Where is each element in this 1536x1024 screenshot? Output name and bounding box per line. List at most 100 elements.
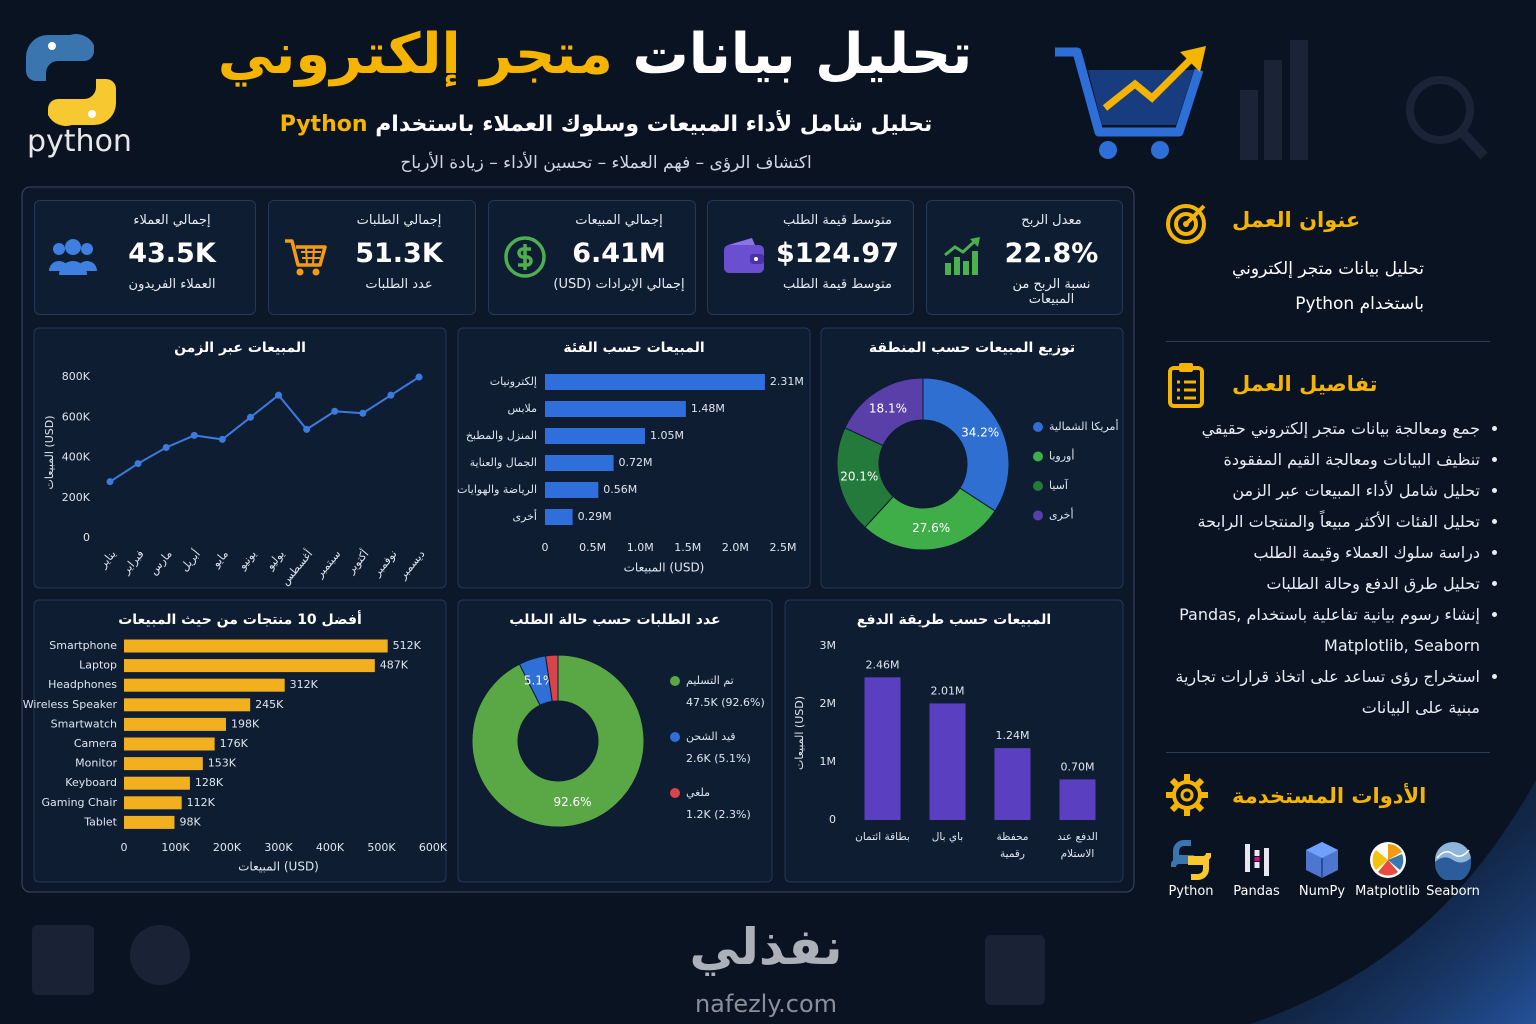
cart-icon — [1055, 46, 1206, 159]
point — [218, 435, 226, 443]
subtitle: تحليل شامل لأداء المبيعات وسلوك العملاء … — [206, 112, 1006, 137]
point — [331, 407, 339, 415]
label-line: رقمية — [1000, 848, 1025, 860]
slice — [844, 377, 924, 447]
kpi-label: إجمالي الطلبات — [356, 213, 442, 228]
x-tick-label: 0 — [121, 841, 128, 854]
tagline: اكتشاف الرؤى – فهم العملاء – تحسين الأدا… — [400, 153, 812, 173]
kpi-value: 43.5K — [128, 238, 216, 269]
bar — [545, 374, 765, 390]
icon — [49, 239, 97, 275]
bar — [124, 698, 251, 712]
value-label: 512K — [393, 639, 422, 652]
value-label: 176K — [220, 737, 249, 750]
category-label: الجمال والعناية — [470, 456, 537, 469]
kpi-caption: نسبة الربح من المبيعات — [1012, 277, 1091, 307]
y-tick-label: 600K — [62, 410, 91, 423]
x-tick-label: 100K — [161, 841, 190, 854]
bar — [545, 455, 614, 471]
chart-title: أفضل 10 منتجات من حيث المبيعات — [118, 610, 362, 628]
slice-label: 5.1% — [524, 673, 555, 687]
details-list: جمع ومعالجة بيانات متجر إلكتروني حقيقيتن… — [1150, 413, 1500, 723]
detail-item: تحليل الفئات الأكثر مبيعاً والمنتجات الر… — [1150, 506, 1480, 537]
kpi-value: 22.8% — [1004, 238, 1099, 269]
tool-icon — [1224, 840, 1290, 884]
y-tick-label: 0 — [829, 813, 836, 826]
icon — [944, 237, 980, 275]
detail-item: دراسة سلوك العملاء وقيمة الطلب — [1150, 537, 1480, 568]
tool-label: Pandas — [1233, 884, 1280, 899]
y-tick-label: 800K — [62, 370, 91, 383]
category-label: أخرى — [512, 509, 537, 523]
bar — [545, 482, 599, 498]
x-tick-label: 1.5M — [674, 541, 701, 554]
value-label: 1.48M — [691, 402, 725, 415]
x-tick-label: 0 — [542, 541, 549, 554]
value-label: 0.72M — [619, 456, 653, 469]
bar — [929, 703, 966, 820]
point — [134, 460, 142, 468]
bar — [864, 677, 901, 820]
section-heading: تفاصيل العمل — [1232, 372, 1378, 396]
category-label: Smartphone — [49, 639, 117, 652]
slice — [545, 654, 559, 702]
point — [387, 391, 395, 399]
kpi-card: متوسط قيمة الطلب $124.97 متوسط قيمة الطلب — [707, 200, 914, 315]
x-tick-label: الدفع عند الاستلام — [1057, 831, 1098, 860]
point — [190, 431, 198, 439]
tool-icon — [1158, 840, 1224, 884]
title-white: تحليل بيانات — [632, 22, 973, 87]
legend-label: قيد الشحن — [686, 730, 736, 743]
category-label: Smartwatch — [51, 717, 117, 730]
kpi-caption: متوسط قيمة الطلب — [782, 277, 893, 292]
logo-text: python — [27, 124, 132, 159]
bar — [124, 815, 175, 829]
x-tick-label: 300K — [264, 841, 293, 854]
kpi-caption: العملاء الفريدون — [128, 277, 216, 292]
legend-label: أوروبا — [1049, 449, 1074, 463]
kpi-icon — [283, 235, 327, 283]
kpi-card: إجمالي العملاء 43.5K العملاء الفريدون — [34, 200, 256, 315]
bar — [124, 639, 388, 653]
kpi-icon — [722, 235, 766, 283]
legend-label: ملغي — [686, 786, 710, 799]
x-tick-label: بطاقة ائتمان — [855, 831, 910, 843]
bar — [124, 776, 190, 790]
slice — [864, 487, 996, 551]
bar — [545, 428, 645, 444]
line — [109, 376, 420, 483]
legend-swatch — [1033, 481, 1043, 491]
value-label: 112K — [187, 796, 216, 809]
python-logo — [26, 34, 116, 126]
category-label: المنزل والمطبخ — [466, 429, 537, 442]
label-line: محفظة — [997, 831, 1029, 843]
tool: Seaborn — [1420, 840, 1486, 899]
value-label: 2.01M — [931, 684, 965, 697]
chart-title: المبيعات حسب طريقة الدفع — [857, 612, 1051, 628]
x-axis-label: المبيعات (USD) — [624, 561, 705, 575]
legend-label: تم التسليم — [686, 674, 734, 687]
kpi-value: 6.41M — [572, 238, 666, 269]
icon — [724, 238, 764, 273]
clipboard-icon — [1168, 363, 1204, 408]
tool-icon — [1355, 840, 1421, 884]
tool: Pandas — [1224, 840, 1290, 899]
icon — [285, 239, 327, 276]
section-heading: عنوان العمل — [1232, 208, 1361, 232]
legend-detail: 47.5K (92.6%) — [686, 696, 765, 709]
kpi-text: إجمالي الطلبات 51.3K عدد الطلبات — [331, 213, 467, 292]
category-label: إلكترونيات — [490, 375, 537, 388]
legend-swatch — [670, 788, 680, 798]
x-tick-label: 200K — [213, 841, 242, 854]
detail-item: إنشاء رسوم بيانية تفاعلية باستخدام Panda… — [1150, 599, 1480, 661]
legend-swatch — [1033, 451, 1043, 462]
value-label: 1.24M — [996, 729, 1030, 742]
value-label: 98K — [179, 815, 201, 828]
kpi-label: متوسط قيمة الطلب — [782, 213, 893, 228]
icon — [1170, 840, 1212, 880]
bar — [545, 509, 573, 525]
kpi-text: متوسط قيمة الطلب $124.97 متوسط قيمة الطلب — [770, 213, 905, 292]
point — [162, 443, 170, 451]
